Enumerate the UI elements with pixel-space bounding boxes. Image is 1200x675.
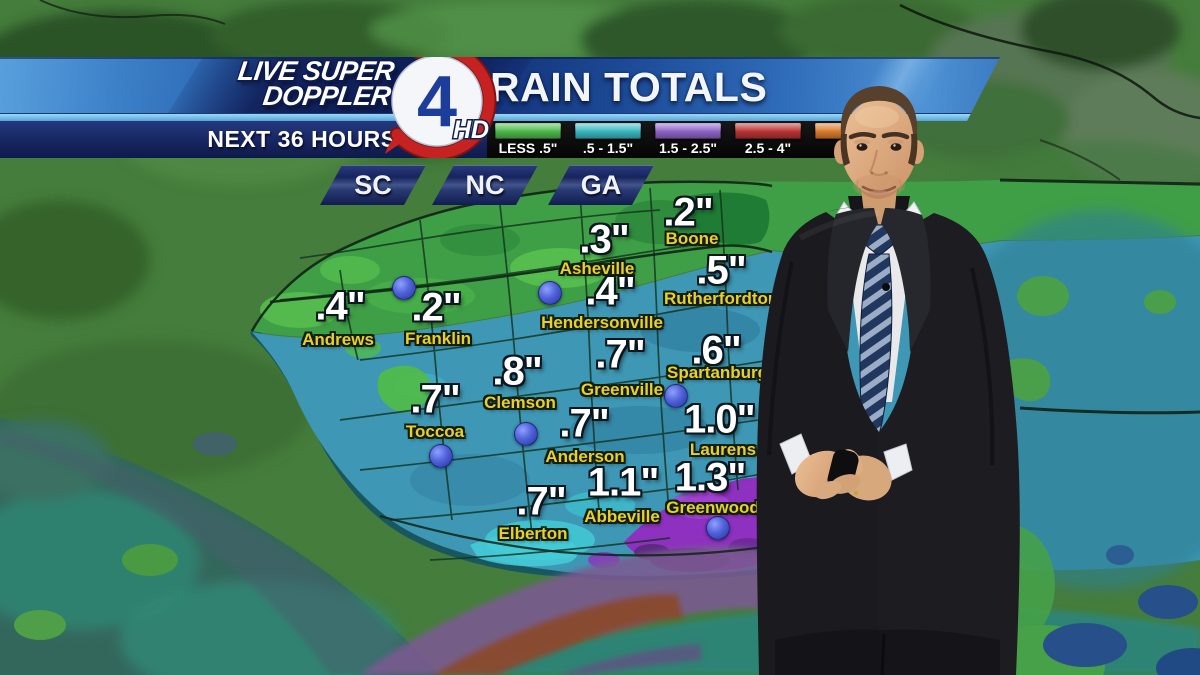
rain-total-value: .5" [696,248,746,293]
city-label: Greenwood [666,498,760,517]
rain-totals-title: RAIN TOTALS [490,64,768,110]
legend-label: .5 - 1.5" [582,140,634,156]
city-label: Clemson [484,393,556,412]
legend-label: LESS .5" [498,140,558,156]
legend-item: 2.5 - 4" [731,123,805,156]
legend-item: .5 - 1.5" [571,123,645,156]
city-label: Rutherfordton [664,289,779,308]
legend-swatch [735,123,801,139]
city-label: Laurens [689,440,757,459]
banner-bar: LIVE SUPER DOPPLER RAIN TOTALS NEXT 36 H… [0,57,1000,158]
rain-total-value: .6" [691,328,741,373]
legend: LESS .5" .5 - 1.5" 1.5 - 2.5" 2.5 - 4" [487,121,881,158]
legend-swatch [495,123,561,139]
legend-swatch [655,123,721,139]
city-label: Asheville [559,259,635,278]
city-label: Andrews [302,330,374,349]
channel-number: 4 [417,62,457,142]
city-label: Hendersonville [541,313,663,332]
city-label: Boone [665,229,719,248]
rain-total-value: .7" [559,401,609,446]
brand-line2: DOPPLER [261,81,393,111]
city-label: Elberton [498,524,568,543]
legend-swatch [815,123,881,139]
brand-text: LIVE SUPER DOPPLER [154,57,396,111]
rain-total-value: .2" [411,285,461,330]
legend-item: LESS .5" [491,123,565,156]
city-marker-dot [706,516,730,540]
rain-total-value: .7" [595,332,645,377]
rain-total-value: .4" [585,269,635,314]
rain-total-value: .7" [516,479,566,524]
offshore-rain-bands [360,546,776,675]
city-label: Anderson [545,447,625,466]
rain-total-value: .8" [492,349,542,394]
hd-badge: HD [453,116,489,144]
legend-item: 1.5 - 2.5" [651,123,725,156]
logo-swoosh [391,57,495,158]
city-marker-dot [538,281,562,305]
rain-total-value: .3" [579,217,629,262]
rain-total-value: 1.3" [674,455,747,500]
city-label: Spartanburg [667,363,769,382]
city-marker-dot [514,422,538,446]
city-label: Greenville [580,380,664,399]
channel-4-logo: 4 HD [385,57,497,158]
city-marker-dot [392,276,416,300]
legend-label: 2.5 - 4" [744,140,792,156]
legend-swatch [575,123,641,139]
banner-divider-strip [0,113,1000,121]
city-marker-dot [664,384,688,408]
bottom-right-lakes [1043,545,1200,675]
rain-total-value: .4" [315,284,365,329]
rain-total-value: 1.1" [587,460,660,505]
rain-total-value: .7" [410,377,460,422]
city-label: Franklin [404,329,472,348]
rain-total-value: 1.0" [684,397,756,442]
channel-4-ball [391,57,483,147]
legend-label: 1.5 - 2.5" [658,140,717,156]
city-marker-dot [429,444,453,468]
city-label: Abbeville [584,507,660,526]
legend-item [811,123,885,140]
city-label: Toccoa [405,422,465,441]
rain-total-value: .2" [663,190,713,235]
logo-swoosh-tail [385,134,401,154]
